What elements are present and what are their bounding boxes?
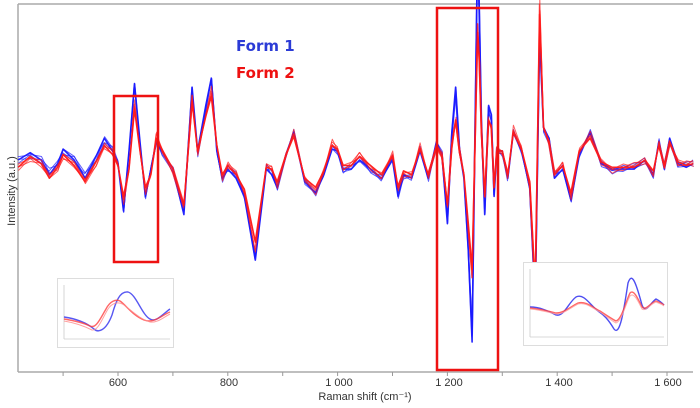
x-tick-1200: 1 200 <box>435 377 463 389</box>
form-2-spectrum <box>17 13 694 289</box>
form-2-spectrum <box>17 0 694 297</box>
plot-frame <box>17 3 693 373</box>
spectra-series <box>17 0 694 343</box>
x-tick-600: 600 <box>108 377 128 389</box>
x-axis-ticks <box>62 372 668 376</box>
inset-right-plot <box>529 269 665 338</box>
form-2-spectrum <box>17 3 694 297</box>
x-tick-1600: 1 600 <box>654 377 682 389</box>
highlight-box-left <box>112 94 160 264</box>
x-tick-1400: 1 400 <box>545 377 573 389</box>
y-axis-label: Intensity (a.u.) <box>6 156 18 226</box>
x-axis-label: Raman shift (cm⁻¹) <box>318 391 412 403</box>
legend-form-2: Form 2 <box>236 64 295 82</box>
inset-left-plot <box>63 285 171 340</box>
form-2-spectrum <box>18 10 694 288</box>
legend-form-1: Form 1 <box>236 37 295 55</box>
inset-left-zoom <box>57 278 174 348</box>
x-tick-1000: 1 000 <box>325 377 353 389</box>
x-tick-800: 800 <box>219 377 239 389</box>
inset-right-zoom <box>523 262 668 346</box>
highlight-boxes <box>112 6 500 372</box>
highlight-box-right <box>435 6 500 372</box>
